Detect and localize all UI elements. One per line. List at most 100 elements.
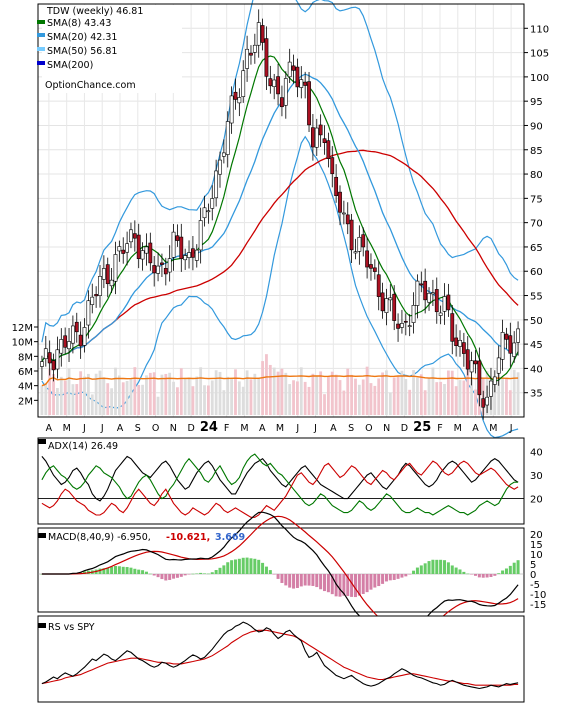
candle-body [485,396,489,406]
volume-tick-label: 10M [12,338,33,349]
macd-hist-bar [125,567,129,574]
adx-series-line-1 [41,453,519,516]
volume-bar [388,392,392,415]
candle-body [179,236,184,260]
volume-bar [125,381,129,415]
candle-body [43,348,48,360]
volume-bar [145,375,148,415]
volume-tick-label: 4M [18,382,33,393]
macd-hist-bar [268,570,272,574]
candle-body [71,325,75,344]
bollinger-bands [41,0,519,439]
candle-body [214,170,219,199]
upper-band-line [41,0,519,343]
macd-hist-bar [276,574,280,579]
candle-body [136,234,141,259]
candle-body [431,292,435,295]
macd-hist-bar [168,574,172,580]
x-tick-label: M [489,423,497,434]
rs-series-line-0 [41,629,519,686]
candle-body [438,312,443,316]
candle-body [218,159,222,175]
candle-body [198,220,203,251]
macd-hist-bar [160,574,164,580]
macd-hist-bar [206,573,210,575]
candle-body [504,333,509,340]
candle-body [450,313,455,342]
volume-bar [195,376,199,415]
volume-bar [354,378,357,415]
volume-bar [350,374,354,415]
x-tick-label: M [276,423,284,434]
macd-hist-bar [350,574,354,597]
volume-bar [156,396,160,415]
candle-body [237,97,242,104]
macd-hist-bar [199,572,203,574]
macd-hist-bar [392,574,396,580]
price-tick-label: 60 [530,267,543,278]
adx-series-line-0 [41,455,519,502]
candle-body [496,357,501,374]
volume-bar [303,381,307,415]
macd-hist-bar [462,571,466,574]
x-tick-label: N [170,423,177,434]
macd-hist-bar [470,574,474,575]
volume-bar [106,383,110,415]
macd-hist-bar [172,574,176,579]
volume-bar [187,377,191,415]
legend-title: TDW (weekly) 46.81 [46,6,143,17]
rs-series-line-1 [41,621,519,690]
x-tick-label: A [472,423,479,434]
macd-hist-bar [501,570,505,574]
sma8-line [41,55,519,383]
volume-bar [44,382,48,415]
volume-bar [516,372,520,415]
macd-legend-swatch [38,533,46,538]
candle-body [330,157,335,175]
volume-bar [210,380,214,415]
adx-y-axis: 20 30 40 [530,448,543,506]
x-tick-label: O [152,423,159,434]
volume-bar [454,386,458,415]
candle-body [477,360,482,396]
macd-title: MACD(8,40,9) -6.950, [48,532,151,543]
candle-body [191,248,195,258]
volume-bar [326,376,330,415]
candle-body [225,121,230,155]
candle-body [369,264,373,269]
volume-bar [512,369,516,415]
legend-swatch-sma20 [37,33,45,37]
volume-bar [346,368,350,415]
legend-sma20: SMA(20) 42.31 [47,32,117,43]
macd-hist-bar [431,559,435,574]
volume-bar [427,378,431,415]
candle-body [489,380,493,397]
macd-hist-bar [481,574,485,578]
legend-swatch-sma50 [37,47,45,51]
price-frame [37,3,525,418]
volume-bar [141,384,144,415]
x-tick-label: O [365,423,372,434]
volume-bar [330,371,334,415]
candle-body [318,124,323,136]
adx-legend-swatch [38,439,46,444]
macd-hist-bar [129,567,133,574]
volume-bar [98,370,102,415]
candle-body [492,376,497,385]
macd-hist-bar [148,573,152,575]
macd-hist-bar [334,574,338,597]
macd-hist-bar [435,559,439,574]
volume-bar [191,386,195,415]
macd-tick-label: -15 [530,600,546,611]
candle-body [241,70,246,97]
volume-bar [94,373,98,415]
volume-bar [59,376,63,415]
adx-lines [38,453,524,518]
volume-bar [75,384,79,415]
candle-body [376,274,381,297]
volume-bar [172,381,175,415]
candle-body [78,334,83,347]
volume-bar [117,375,121,415]
volume-bar [133,367,137,415]
macd-hist-bar [175,574,179,578]
